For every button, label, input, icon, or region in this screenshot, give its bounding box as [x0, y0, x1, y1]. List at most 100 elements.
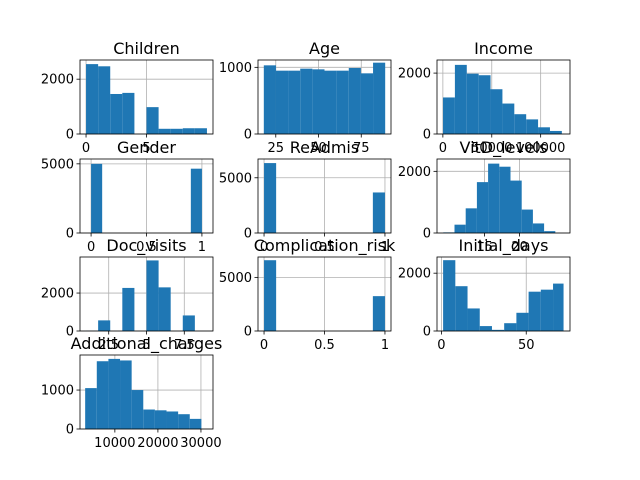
- y-tick-label: 2000: [398, 165, 431, 180]
- subplot-title: Initial_days: [458, 236, 548, 256]
- histogram-bar: [158, 128, 171, 134]
- histogram-bar: [189, 418, 202, 429]
- histogram-bar: [466, 73, 479, 134]
- y-tick-label: 2000: [398, 267, 431, 282]
- x-tick-label: 75: [353, 141, 370, 156]
- subplot-readmis: 0 0.5 1 0 5000 ReAdmis: [219, 138, 392, 255]
- histogram-bar: [300, 68, 313, 134]
- histogram-bar: [454, 64, 467, 134]
- subplot-income: 0 50000 100000 0 2000 Income: [398, 39, 571, 156]
- x-tick-label: 1: [381, 338, 389, 353]
- histogram-bar: [443, 260, 456, 331]
- histogram-bar: [108, 358, 121, 429]
- x-tick-label: 50000: [471, 141, 512, 156]
- histogram-bar: [275, 70, 289, 134]
- histogram-bar: [120, 360, 132, 429]
- x-tick-label: 0: [87, 240, 95, 255]
- histogram-bar: [98, 320, 111, 331]
- histogram-bar: [166, 411, 179, 429]
- x-tick-label: 1: [381, 240, 389, 255]
- y-tick-label: 0: [66, 227, 74, 242]
- x-tick-label: 0.5: [314, 338, 335, 353]
- histogram-bar: [98, 66, 111, 134]
- histogram-bar: [263, 65, 276, 134]
- y-tick-label: 2000: [398, 67, 431, 82]
- subplot-title: ReAdmis: [290, 138, 359, 157]
- histogram-bar: [528, 291, 541, 331]
- subplot-additional-charges: 10000 20000 30000 0 1000 Additional_charges: [41, 334, 222, 451]
- y-tick-label: 0: [244, 325, 252, 340]
- histogram-bar: [372, 192, 385, 233]
- histogram-bar: [373, 62, 386, 134]
- histogram-bar: [502, 103, 515, 134]
- histogram-bar: [488, 163, 500, 233]
- histogram-bar: [455, 286, 468, 331]
- histogram-bar: [454, 224, 466, 233]
- histogram-bar: [521, 209, 533, 233]
- x-tick-label: 30000: [180, 436, 221, 451]
- histogram-bar: [312, 69, 325, 134]
- histogram-bar: [516, 312, 529, 331]
- y-tick-label: 0: [423, 325, 431, 340]
- y-tick-label: 2000: [41, 73, 74, 88]
- x-tick-label: 5: [142, 338, 150, 353]
- x-tick-label: 0: [437, 338, 445, 353]
- y-tick-label: 1000: [219, 61, 252, 76]
- y-tick-label: 5000: [41, 157, 74, 172]
- x-tick-label: 0: [82, 141, 90, 156]
- histogram-bar: [491, 329, 505, 331]
- y-tick-label: 0: [244, 227, 252, 242]
- histogram-bar: [131, 390, 144, 429]
- histogram-bar: [194, 128, 207, 134]
- histogram-bar: [122, 287, 135, 331]
- x-tick-label: 50: [518, 338, 535, 353]
- x-tick-label: 100000: [516, 141, 566, 156]
- histogram-bar: [146, 260, 159, 331]
- histogram-bar: [143, 409, 155, 429]
- y-tick-label: 0: [66, 128, 74, 143]
- histogram-bar: [324, 70, 337, 134]
- histogram-bar: [190, 168, 202, 233]
- histogram-bar: [465, 208, 477, 233]
- histogram-bar: [146, 107, 159, 134]
- histogram-bar: [85, 388, 97, 429]
- histogram-bar: [549, 130, 562, 134]
- y-tick-label: 0: [423, 128, 431, 143]
- x-tick-label: 1: [198, 240, 206, 255]
- x-tick-label: 20: [511, 240, 528, 255]
- histogram-bar: [348, 68, 361, 134]
- y-tick-label: 5000: [219, 271, 252, 286]
- histogram-bar: [540, 289, 554, 331]
- histogram-bar: [182, 128, 195, 134]
- x-tick-label: 10000: [94, 436, 135, 451]
- subplot-title: Gender: [117, 138, 176, 157]
- subplot-doc-visits: 2.5 5 7.5 0 2000 Doc_visits: [41, 236, 214, 353]
- subplot-children: 0 5 0 2000 Children: [41, 39, 214, 156]
- histogram-bar: [178, 414, 190, 429]
- histogram-bar: [443, 97, 455, 134]
- axes-frame: [79, 354, 214, 430]
- axes-frame: [436, 59, 571, 135]
- histogram-bar: [490, 89, 503, 134]
- subplot-title: Income: [474, 39, 533, 58]
- subplot-title: Age: [309, 39, 340, 58]
- histogram-bar: [479, 326, 492, 331]
- histogram-bar: [526, 119, 539, 134]
- histogram-bar: [86, 64, 99, 134]
- histogram-bar: [288, 70, 301, 134]
- histogram-bar: [154, 410, 167, 429]
- x-tick-label: 0.5: [314, 240, 335, 255]
- histogram-bar: [91, 163, 103, 233]
- histogram-bar: [478, 75, 491, 134]
- histogram-bar: [158, 287, 171, 331]
- subplot-gender: 0 0.5 1 0 5000 Gender: [41, 138, 214, 255]
- y-tick-label: 2000: [41, 287, 74, 302]
- y-tick-label: 0: [423, 227, 431, 242]
- subplot-title: Doc_visits: [106, 236, 186, 256]
- subplot-title: Children: [113, 39, 180, 58]
- histogram-bar: [264, 260, 277, 331]
- x-tick-label: 2.5: [98, 338, 119, 353]
- axes-frame: [436, 158, 571, 234]
- y-tick-label: 0: [66, 423, 74, 438]
